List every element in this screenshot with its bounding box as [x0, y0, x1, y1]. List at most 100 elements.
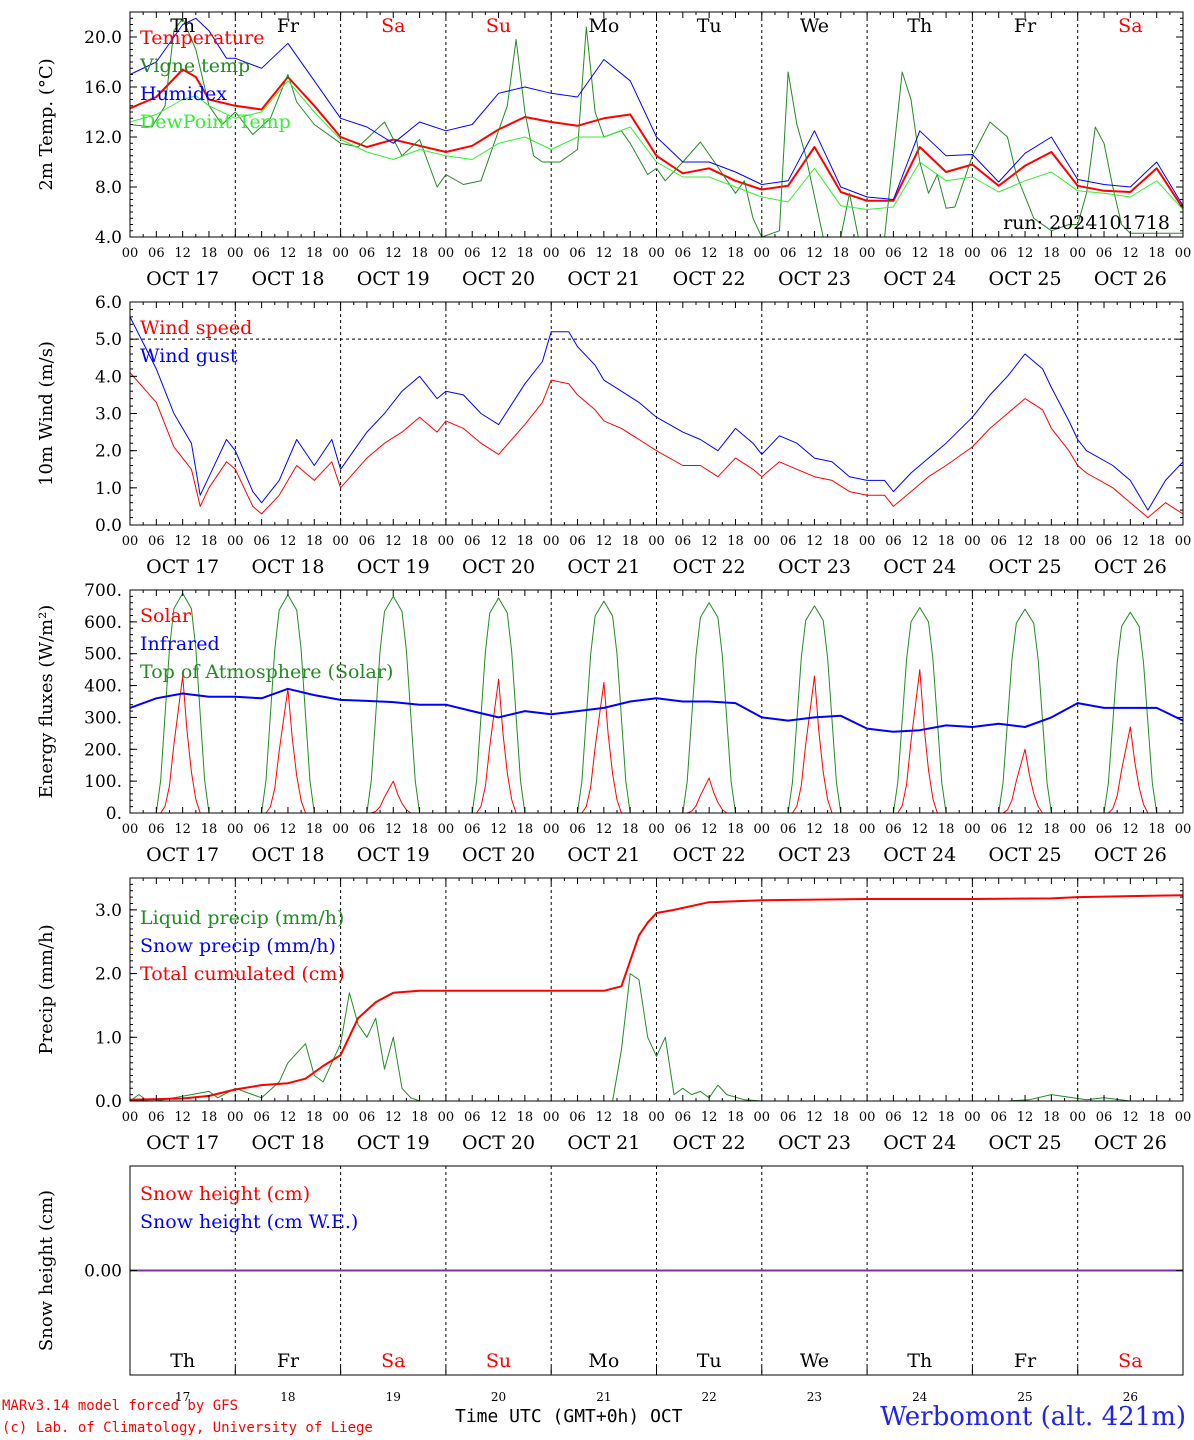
x-hour-label: 12 [911, 1110, 928, 1125]
x-hour-label: 12 [174, 1110, 191, 1125]
day-number-label: 19 [386, 1390, 401, 1404]
x-day-label: OCT 23 [778, 1132, 851, 1154]
y-tick-label: 20.0 [84, 28, 122, 48]
x-hour-label: 06 [359, 246, 376, 261]
x-day-label: OCT 24 [883, 556, 956, 578]
x-hour-label: 12 [385, 822, 402, 837]
y-tick-label: 4.0 [95, 367, 122, 387]
x-hour-label: 12 [490, 534, 507, 549]
x-hour-label: 06 [885, 1110, 902, 1125]
x-day-label: OCT 26 [1094, 268, 1167, 290]
y-tick-label: 0.00 [84, 1262, 122, 1282]
day-name-label: Tu [697, 15, 722, 37]
x-hour-label: 18 [622, 822, 639, 837]
y-tick-label: 2.0 [95, 442, 122, 462]
x-hour-label: 00 [964, 246, 981, 261]
day-name-label: Th [907, 15, 932, 37]
y-axis-label: Energy fluxes (W/m²) [36, 605, 57, 799]
x-hour-label: 06 [253, 822, 270, 837]
x-hour-label: 12 [280, 246, 297, 261]
legend-entry: Snow height (cm) [140, 1183, 310, 1205]
x-hour-label: 06 [464, 534, 481, 549]
x-hour-label: 00 [122, 246, 139, 261]
x-hour-label: 18 [306, 822, 323, 837]
x-hour-label: 00 [122, 822, 139, 837]
day-name-label: Sa [381, 15, 405, 37]
x-hour-label: 00 [227, 1110, 244, 1125]
legend-entry: Liquid precip (mm/h) [140, 907, 344, 929]
y-tick-label: 700. [84, 581, 122, 601]
series-line-infrared [129, 687, 1184, 733]
x-hour-label: 06 [780, 534, 797, 549]
x-hour-label: 18 [727, 534, 744, 549]
copyright-credit: (c) Lab. of Climatology, University of L… [2, 1420, 373, 1436]
day-name-label: Sa [1118, 15, 1142, 37]
y-tick-label: 3.0 [95, 405, 122, 425]
y-axis-label: Precip (mm/h) [36, 924, 57, 1054]
y-tick-label: 200. [84, 740, 122, 760]
x-day-label: OCT 17 [146, 268, 219, 290]
x-hour-label: 06 [885, 246, 902, 261]
x-hour-label: 06 [464, 1110, 481, 1125]
x-hour-label: 00 [964, 822, 981, 837]
day-number-label: 24 [912, 1390, 928, 1404]
x-day-label: OCT 22 [673, 268, 746, 290]
x-hour-label: 12 [1122, 822, 1139, 837]
x-hour-label: 12 [1017, 246, 1034, 261]
x-hour-label: 18 [1043, 246, 1060, 261]
x-hour-label: 06 [359, 1110, 376, 1125]
x-hour-label: 18 [1148, 246, 1165, 261]
x-hour-label: 00 [1069, 246, 1086, 261]
legend-entry: Total cumulated (cm) [140, 963, 345, 985]
legend-entry: Infrared [140, 633, 220, 655]
x-hour-label: 06 [148, 246, 165, 261]
x-hour-label: 00 [438, 1110, 455, 1125]
legend-entry: Temperature [140, 27, 264, 49]
x-day-label: OCT 18 [251, 1132, 324, 1154]
x-hour-label: 00 [648, 246, 665, 261]
x-day-label: OCT 18 [251, 268, 324, 290]
x-day-label: OCT 24 [883, 844, 956, 866]
x-hour-label: 00 [648, 534, 665, 549]
x-day-label: OCT 23 [778, 556, 851, 578]
x-hour-label: 06 [569, 822, 586, 837]
series-line-dewpoint-temp [129, 80, 1184, 210]
x-day-label: OCT 17 [146, 844, 219, 866]
x-hour-label: 12 [174, 246, 191, 261]
day-name-label: Su [486, 1350, 511, 1372]
y-tick-label: 5.0 [95, 330, 122, 350]
x-hour-label: 18 [833, 1110, 850, 1125]
x-day-label: OCT 20 [462, 1132, 535, 1154]
day-name-label: We [800, 15, 829, 37]
x-hour-label: 18 [833, 534, 850, 549]
x-hour-label: 00 [1175, 1110, 1192, 1125]
x-hour-label: 06 [990, 1110, 1007, 1125]
x-hour-label: 18 [1043, 1110, 1060, 1125]
x-day-label: OCT 19 [357, 1132, 430, 1154]
x-hour-label: 00 [122, 534, 139, 549]
x-hour-label: 12 [806, 246, 823, 261]
x-hour-label: 00 [648, 822, 665, 837]
x-hour-label: 06 [464, 246, 481, 261]
run-label: run: 2024101718 [1003, 212, 1170, 234]
legend-entry: DewPoint Temp [140, 111, 291, 133]
y-tick-label: 400. [84, 677, 122, 697]
x-hour-label: 06 [1096, 534, 1113, 549]
plot-frame [129, 301, 1184, 526]
x-hour-label: 06 [1096, 822, 1113, 837]
x-hour-label: 12 [701, 822, 718, 837]
day-name-label: Mo [588, 1350, 619, 1372]
chart-panel-5: 0.00 Snow height (cm) Snow height (cm) Snow… [36, 1165, 1184, 1404]
day-number-label: 21 [596, 1390, 611, 1404]
model-credit: MARv3.14 model forced by GFS [2, 1398, 239, 1414]
x-hour-label: 06 [359, 822, 376, 837]
x-day-label: OCT 25 [989, 268, 1062, 290]
x-hour-label: 12 [174, 822, 191, 837]
x-hour-label: 00 [332, 246, 349, 261]
y-tick-label: 100. [84, 772, 122, 792]
x-hour-label: 06 [990, 822, 1007, 837]
x-hour-label: 00 [438, 822, 455, 837]
day-name-label: We [800, 1350, 829, 1372]
x-day-label: OCT 22 [673, 556, 746, 578]
